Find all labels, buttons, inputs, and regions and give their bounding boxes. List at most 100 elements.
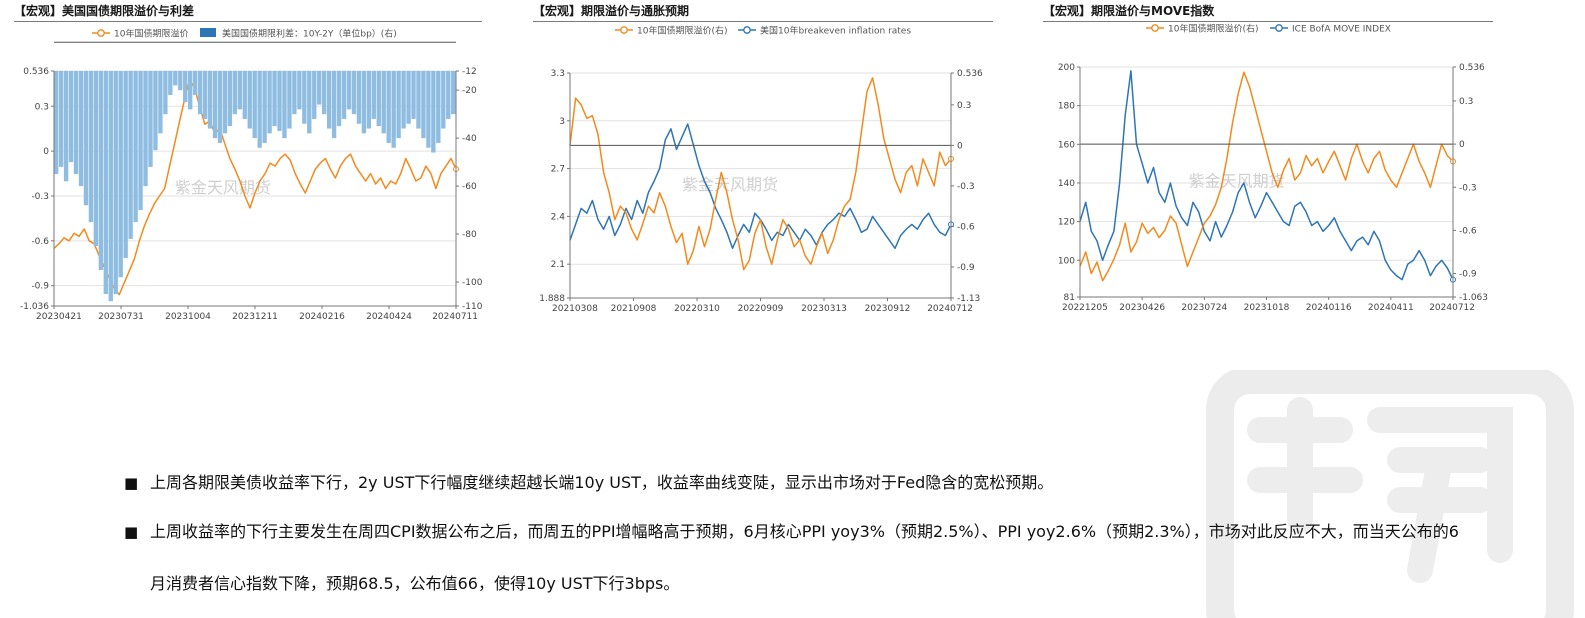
spread-bar [54,71,59,175]
series-line [1079,71,1454,282]
chart-title-2: 【宏观】期限溢价与通胀预期 [533,4,690,18]
bullet-text-2: 上周收益率的下行主要发生在周四CPI数据公布之后，而周五的PPI增幅略高于预期，… [150,522,1459,593]
spread-bar [212,71,218,139]
y-tick-label-left: 3 [559,117,565,127]
spread-bar [262,71,267,143]
y-tick-label-left: 200 [1058,63,1075,73]
y-tick-label-right: 0 [957,141,963,151]
spread-bar [441,71,446,129]
legend-label: 10年国债期限溢价 [114,28,188,40]
x-tick-label: 20230313 [801,304,847,314]
title-divider-1 [14,21,482,22]
spread-bar [123,71,128,259]
spread-bar [63,71,69,182]
spread-bar [173,71,178,86]
y-tick-label-left: 2.4 [551,212,566,222]
spread-bar [451,71,456,115]
spread-bar [401,71,406,129]
x-tick-label: 20220909 [738,304,784,314]
x-tick-label: 20240411 [1368,303,1414,313]
x-tick-label: 20230724 [1181,303,1227,313]
seal-watermark-icon [1206,370,1574,618]
y-tick-label-left: -1.036 [20,302,49,312]
spread-bar [336,71,342,127]
spread-bar [217,71,223,143]
spread-bar [416,71,421,129]
spread-bar [188,71,193,110]
spread-bar [381,71,386,134]
spread-bar [202,71,208,119]
spread-bar [356,71,362,124]
spread-bar [237,71,242,110]
spread-bar [312,71,317,119]
y-tick-label-left: 140 [1058,179,1075,189]
spread-bar [282,71,287,139]
y-tick-label-right: -1.063 [1459,293,1488,303]
spread-bar [178,71,183,91]
x-tick-label: 20231018 [1244,303,1290,313]
spread-bar [257,71,262,148]
spread-bar [267,71,272,134]
x-tick-label: 20240712 [927,304,973,314]
y-tick-label-left: 2.7 [551,165,565,175]
y-tick-label-right: 0.3 [1459,97,1473,107]
y-tick-label-right: -80 [462,230,477,240]
spread-bar [197,71,203,115]
chart-watermark: 紫金天风期货 [175,178,271,197]
x-tick-label: 20240424 [366,312,412,322]
title-divider-2 [533,21,993,22]
legend-swatch-marker [97,29,105,37]
spread-bar [307,71,312,134]
spread-bar [88,71,94,223]
x-tick-label: 20240116 [1306,303,1352,313]
spread-bar [252,71,257,139]
chart-panel-1: 【宏观】美国国债期限溢价与利差 10年国债期限溢价 美国国债期限利差：10Y-2Y… [14,0,484,330]
y-tick-label-left: 2.1 [551,260,565,270]
y-tick-label-left: -0.9 [31,282,49,292]
y-tick-label-left: 120 [1058,218,1075,228]
y-tick-label-right: 0.536 [957,69,983,79]
spread-bar [272,71,277,127]
y-tick-label-right: -0.3 [1459,183,1477,193]
y-tick-label-right: -100 [462,278,483,288]
spread-bar [391,71,396,148]
spread-bar [103,71,108,295]
spread-bar [292,71,297,115]
spread-bar [143,71,148,187]
spread-bar [222,71,228,134]
spread-bar [108,71,113,302]
spread-bar [118,71,123,278]
x-tick-label: 20240216 [299,312,345,322]
y-tick-label-left: 81 [1064,293,1075,303]
spread-bar [371,71,376,119]
y-tick-label-right: -110 [462,302,483,312]
chart-watermark: 紫金天风期货 [682,175,778,194]
spread-bar [158,71,163,134]
bullet-item-2: ■ 上周收益率的下行主要发生在周四CPI数据公布之后，而周五的PPI增幅略高于预… [124,506,1470,610]
spread-bar [446,71,451,119]
x-tick-label: 20240711 [432,312,478,322]
spread-bar [247,71,252,129]
spread-bar [93,71,99,247]
spread-bar [277,71,282,131]
spread-bar [346,71,352,110]
spread-bar [322,71,327,115]
spread-bar [406,71,411,124]
chart-panel-2: 【宏观】期限溢价与通胀预期 10年国债期限溢价(右) 美国10年breakeven… [533,0,993,330]
legend-label: ICE BofA MOVE INDEX [1292,25,1391,35]
series-line [53,78,457,296]
spread-bar [341,71,347,119]
spread-bar [431,71,436,153]
spread-bar [426,71,431,148]
chart-1: 10年国债期限溢价 美国国债期限利差：10Y-2Y（单位bp）(右) 紫金天风期货 0… [20,28,483,323]
spread-bar [98,71,104,271]
x-tick-label: 20240712 [1429,303,1475,313]
y-tick-label-right: -0.6 [957,222,975,232]
y-tick-label-right: -1.13 [957,294,980,304]
spread-bar [138,71,143,211]
legend-swatch-marker [743,26,751,34]
spread-bar [376,71,381,127]
spread-bar [302,71,307,124]
y-tick-label-left: -0.6 [31,237,49,247]
spread-bar [386,71,391,143]
